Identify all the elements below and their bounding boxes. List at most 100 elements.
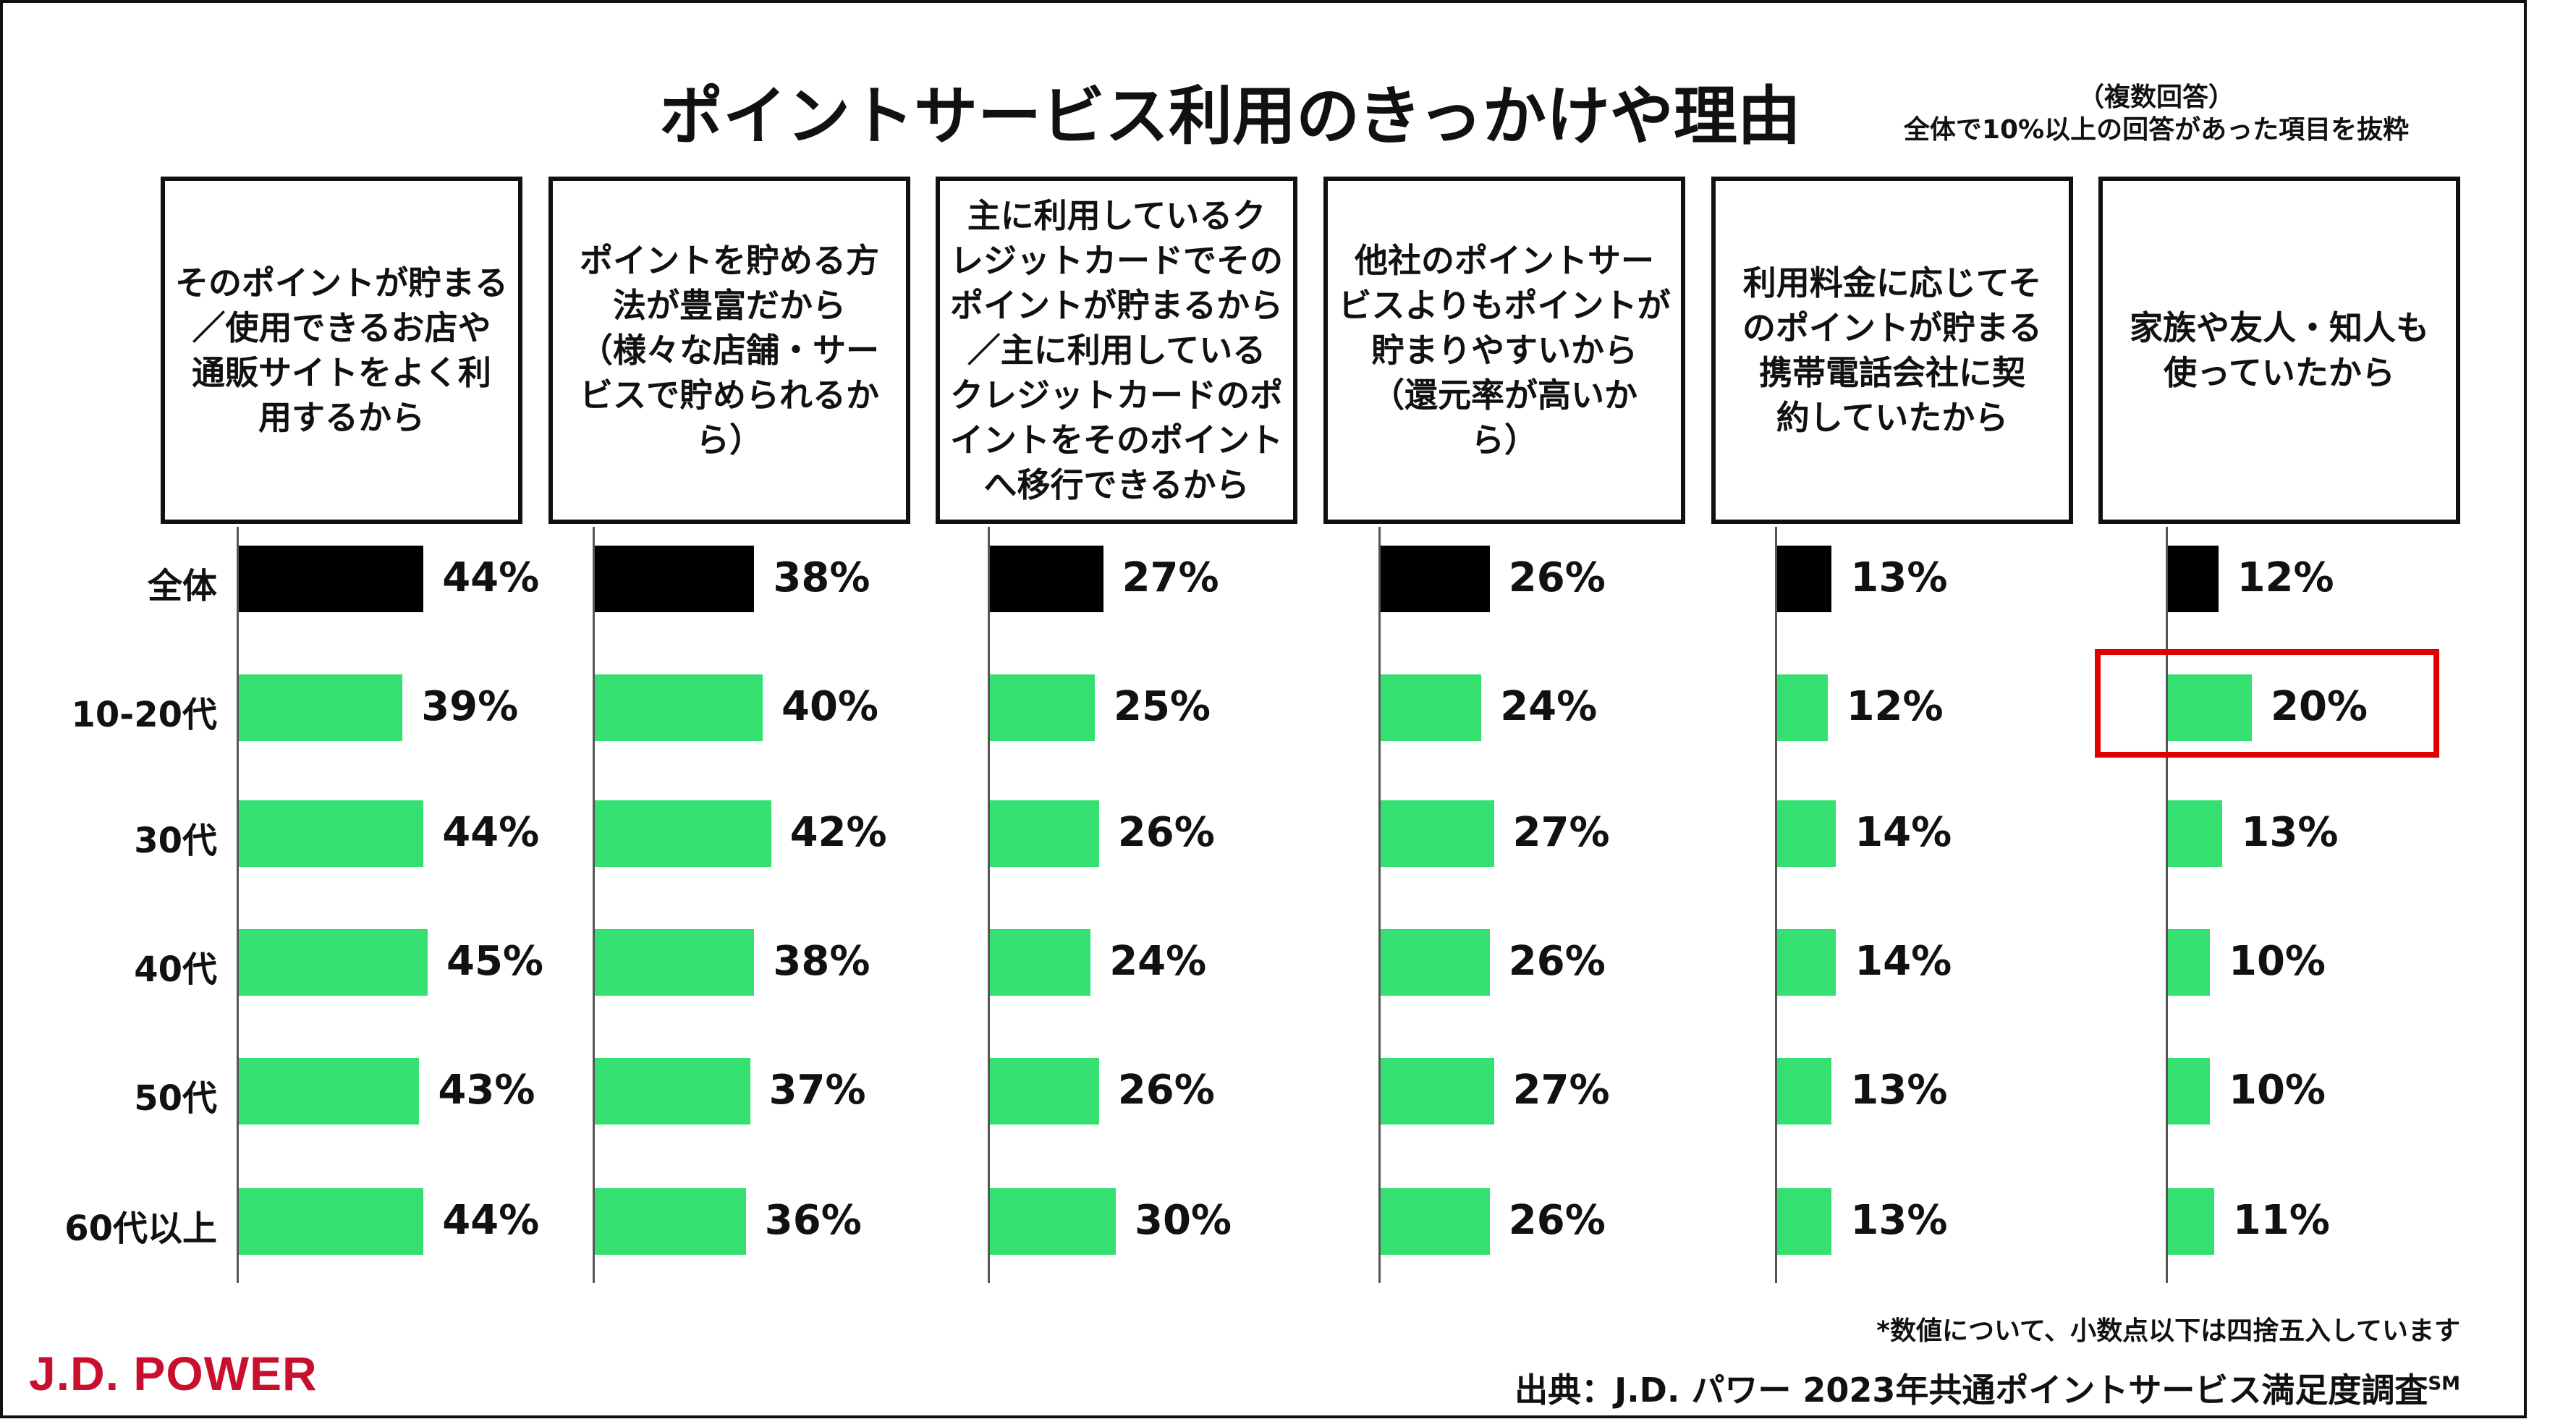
bar-value-label: 44% <box>442 809 540 856</box>
bar-segment <box>990 1188 1116 1255</box>
bar-total <box>2168 546 2219 612</box>
series-header-5: 利用料金に応じてそ のポイントが貯まる 携帯電話会社に契 約していたから <box>1711 177 2073 524</box>
bar-value-label: 38% <box>773 938 870 985</box>
bar-value-label: 26% <box>1508 1197 1606 1244</box>
bar-value-label: 24% <box>1500 683 1598 730</box>
bar-segment <box>595 800 771 867</box>
footnote: *数値について、小数点以下は四捨五入しています <box>1876 1316 2460 1346</box>
bar-segment <box>595 1188 746 1255</box>
series-axis <box>1775 527 1777 1283</box>
series-axis <box>2166 527 2168 1283</box>
bar-value-label: 12% <box>1846 683 1944 730</box>
row-label: 60代以上 <box>64 1208 217 1249</box>
slide-frame <box>0 0 2527 1418</box>
chart-title: ポイントサービス利用のきっかけや理由 <box>659 79 1801 153</box>
bar-value-label: 26% <box>1117 809 1215 856</box>
bar-segment <box>239 1058 420 1125</box>
bar-segment <box>239 674 403 741</box>
series-axis <box>593 527 595 1283</box>
bar-segment <box>1777 1188 1832 1255</box>
bar-segment <box>1777 1058 1832 1125</box>
bar-segment <box>1381 1058 1494 1125</box>
chart-note-selection: 全体で10%以上の回答があった項目を抜粋 <box>1903 115 2410 145</box>
bar-value-label: 26% <box>1117 1067 1215 1114</box>
bar-total <box>239 546 424 612</box>
bar-segment <box>1777 929 1836 996</box>
bar-segment <box>1381 1188 1490 1255</box>
bar-value-label: 11% <box>2232 1197 2330 1244</box>
chart-note-multiple-answer: （複数回答） <box>2077 82 2234 112</box>
highlight-box <box>2095 649 2439 758</box>
series-axis <box>1378 527 1381 1283</box>
bar-segment <box>2168 1188 2214 1255</box>
bar-value-label: 27% <box>1122 554 1219 601</box>
bar-value-label: 30% <box>1135 1197 1232 1244</box>
bar-value-label: 13% <box>2241 809 2339 856</box>
bar-segment <box>239 800 424 867</box>
bar-segment <box>595 929 755 996</box>
bar-value-label: 36% <box>764 1197 862 1244</box>
row-label: 10-20代 <box>71 695 217 735</box>
series-axis <box>988 527 990 1283</box>
bar-segment <box>1381 800 1494 867</box>
bar-value-label: 10% <box>2229 1067 2326 1114</box>
bar-value-label: 39% <box>421 683 519 730</box>
bar-value-label: 27% <box>1512 809 1610 856</box>
bar-value-label: 37% <box>768 1067 866 1114</box>
series-header-2: ポイントを貯める方 法が豊富だから （様々な店舗・サー ビスで貯められるか ら） <box>548 177 910 524</box>
bar-value-label: 12% <box>2237 554 2334 601</box>
row-label: 全体 <box>147 566 217 606</box>
bar-value-label: 14% <box>1855 809 1952 856</box>
series-header-6: 家族や友人・知人も 使っていたから <box>2098 177 2460 524</box>
jd-power-logo: J.D. POWER <box>29 1347 318 1400</box>
bar-segment <box>595 674 763 741</box>
source-text: 出典：J.D. パワー 2023年共通ポイントサービス満足度調査 <box>1514 1371 2428 1410</box>
bar-value-label: 13% <box>1850 554 1948 601</box>
bar-value-label: 26% <box>1508 554 1606 601</box>
bar-value-label: 43% <box>438 1067 535 1114</box>
series-header-3: 主に利用しているク レジットカードでその ポイントが貯まるから ／主に利用してい… <box>936 177 1297 524</box>
bar-value-label: 38% <box>773 554 870 601</box>
bar-segment <box>239 929 428 996</box>
bar-value-label: 14% <box>1855 938 1952 985</box>
series-header-4: 他社のポイントサー ビスよりもポイントが 貯まりやすいから （還元率が高いか ら… <box>1323 177 1685 524</box>
bar-value-label: 26% <box>1508 938 1606 985</box>
series-axis <box>237 527 239 1283</box>
bar-value-label: 13% <box>1850 1197 1948 1244</box>
bar-value-label: 27% <box>1512 1067 1610 1114</box>
bar-total <box>595 546 755 612</box>
bar-segment <box>990 800 1099 867</box>
bar-total <box>1777 546 1832 612</box>
bar-segment <box>1381 674 1482 741</box>
bar-total <box>1381 546 1490 612</box>
row-label: 40代 <box>134 949 217 990</box>
bar-value-label: 10% <box>2229 938 2326 985</box>
bar-total <box>990 546 1103 612</box>
bar-value-label: 25% <box>1114 683 1211 730</box>
bar-value-label: 42% <box>789 809 887 856</box>
bar-segment <box>1777 800 1836 867</box>
bar-segment <box>1381 929 1490 996</box>
bar-segment <box>1777 674 1828 741</box>
bar-segment <box>239 1188 424 1255</box>
bar-segment <box>2168 1058 2210 1125</box>
bar-value-label: 13% <box>1850 1067 1948 1114</box>
bar-segment <box>990 674 1095 741</box>
bar-value-label: 20% <box>2271 683 2368 730</box>
bar-segment <box>595 1058 750 1125</box>
bar-value-label: 24% <box>1109 938 1207 985</box>
bar-segment <box>2168 929 2210 996</box>
source-service-mark: SM <box>2428 1373 2460 1395</box>
bar-segment <box>2168 800 2223 867</box>
bar-segment <box>990 1058 1099 1125</box>
bar-value-label: 44% <box>442 1197 540 1244</box>
bar-segment <box>2168 674 2252 741</box>
source-citation: 出典：J.D. パワー 2023年共通ポイントサービス満足度調査SM <box>1375 1364 2460 1412</box>
row-label: 30代 <box>134 821 217 861</box>
bar-value-label: 40% <box>781 683 879 730</box>
row-label: 50代 <box>134 1078 217 1119</box>
bar-segment <box>990 929 1091 996</box>
bar-value-label: 45% <box>446 938 544 985</box>
bar-value-label: 44% <box>442 554 540 601</box>
